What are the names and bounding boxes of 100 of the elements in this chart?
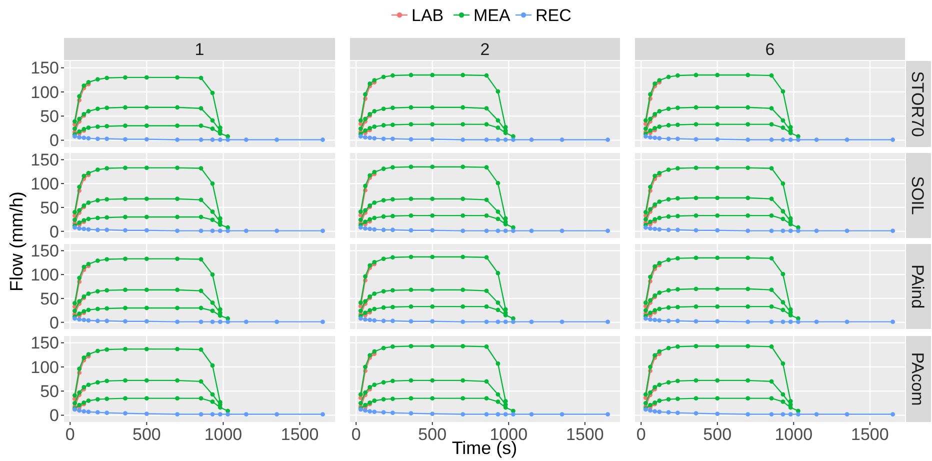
point: [694, 105, 698, 110]
point: [503, 138, 508, 142]
point: [890, 412, 895, 416]
point: [769, 228, 774, 234]
point: [210, 392, 215, 397]
point: [210, 218, 215, 222]
point: [104, 347, 110, 352]
point: [694, 378, 698, 383]
point: [666, 380, 671, 385]
x-tick-label: 1500: [566, 425, 604, 444]
point: [175, 346, 180, 352]
point: [372, 410, 377, 414]
point: [72, 400, 77, 406]
point: [123, 196, 128, 202]
point: [890, 320, 895, 324]
point: [484, 412, 489, 416]
y-tick-label: 50: [40, 107, 59, 126]
point: [780, 361, 786, 366]
point: [769, 304, 774, 309]
point: [408, 137, 414, 142]
y-tick-label: 150: [30, 242, 59, 261]
point: [363, 220, 368, 224]
point: [363, 390, 368, 395]
point: [320, 228, 325, 234]
point: [643, 300, 648, 305]
point: [560, 320, 564, 324]
point: [123, 124, 128, 128]
point: [715, 228, 720, 233]
point: [77, 226, 82, 231]
point: [72, 210, 77, 214]
x-tick-label: 1500: [280, 425, 319, 444]
point: [484, 106, 489, 111]
point: [746, 166, 750, 170]
point: [210, 272, 215, 277]
point: [390, 228, 395, 232]
point: [746, 196, 750, 200]
chart-title: 1: [194, 40, 204, 59]
x-tick-label: 0: [636, 425, 646, 444]
point: [175, 320, 180, 324]
point: [643, 126, 648, 131]
point: [363, 128, 368, 133]
point: [648, 298, 652, 303]
point: [715, 196, 720, 200]
point: [430, 412, 435, 416]
point: [358, 218, 363, 222]
point: [95, 289, 100, 294]
point: [104, 197, 110, 202]
point: [363, 116, 368, 122]
point: [104, 166, 110, 170]
point: [198, 288, 204, 293]
point: [198, 412, 204, 416]
point: [372, 349, 377, 354]
point: [390, 165, 395, 170]
point: [460, 213, 466, 218]
point: [780, 89, 786, 94]
point: [408, 411, 414, 416]
point: [890, 138, 895, 142]
point: [408, 288, 414, 292]
chart-title: 2: [480, 40, 490, 59]
point: [496, 412, 500, 416]
point: [652, 82, 658, 86]
point: [746, 344, 750, 348]
point: [460, 105, 466, 110]
point: [95, 318, 100, 324]
point: [144, 396, 149, 401]
point: [694, 304, 698, 309]
point: [390, 304, 395, 310]
point: [648, 92, 652, 97]
point: [814, 320, 819, 324]
point: [104, 136, 110, 141]
point: [460, 138, 466, 142]
point: [363, 299, 368, 304]
point: [104, 318, 110, 324]
point: [144, 412, 149, 416]
point: [788, 228, 793, 234]
point: [95, 228, 100, 232]
point: [95, 77, 100, 82]
point: [390, 122, 395, 127]
point: [358, 316, 363, 321]
point: [643, 308, 648, 313]
point: [430, 196, 435, 202]
point: [210, 210, 215, 214]
point: [643, 392, 648, 397]
point: [95, 216, 100, 220]
point: [780, 320, 786, 324]
point: [769, 213, 774, 218]
point: [408, 228, 414, 233]
point: [715, 166, 720, 170]
point: [95, 106, 100, 112]
point: [381, 136, 386, 141]
point: [694, 196, 698, 200]
point: [144, 75, 149, 80]
y-tick-label: 100: [30, 174, 59, 194]
point: [274, 320, 280, 324]
legend-label: REC: [536, 6, 572, 25]
point: [408, 304, 414, 309]
point: [198, 214, 204, 220]
point: [82, 174, 86, 178]
point: [372, 318, 377, 323]
point: [372, 216, 377, 220]
